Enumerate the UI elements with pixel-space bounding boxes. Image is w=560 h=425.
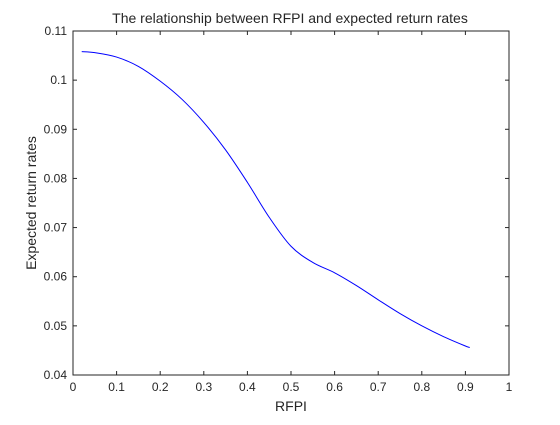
axis-ticks xyxy=(72,30,510,376)
y-tick-label: 0.04 xyxy=(44,368,68,382)
x-tick-label: 0.7 xyxy=(370,380,387,394)
x-tick-label: 1 xyxy=(506,380,513,394)
x-tick-label: 0.1 xyxy=(108,380,125,394)
y-tick-label: 0.06 xyxy=(44,270,68,284)
y-tick-label: 0.11 xyxy=(45,24,68,38)
y-tick-label: 0.07 xyxy=(44,221,68,235)
y-tick-label: 0.09 xyxy=(44,122,68,136)
x-tick-label: 0.5 xyxy=(283,380,300,394)
axis-tick-labels: 0 0.1 0.2 0.3 0.4 0.5 0.6 0.7 0.8 0.9 1 0.04 0.05 0.0… xyxy=(44,24,513,394)
x-tick-label: 0 xyxy=(70,380,77,394)
y-tick-label: 0.08 xyxy=(44,171,68,185)
x-tick-label: 0.4 xyxy=(239,380,256,394)
y-axis-label: Expected return rates xyxy=(23,136,39,270)
x-tick-label: 0.9 xyxy=(457,380,474,394)
y-tick-label: 0.1 xyxy=(50,73,67,87)
x-tick-label: 0.3 xyxy=(195,380,212,394)
x-tick-label: 0.8 xyxy=(413,380,430,394)
y-tick-label: 0.05 xyxy=(44,319,68,333)
x-axis-label: RFPI xyxy=(275,398,307,414)
chart-title: The relationship between RFPI and expect… xyxy=(112,10,468,26)
plot-area xyxy=(72,30,510,376)
series-line xyxy=(81,51,470,348)
x-tick-label: 0.2 xyxy=(152,380,169,394)
x-tick-label: 0.6 xyxy=(326,380,343,394)
